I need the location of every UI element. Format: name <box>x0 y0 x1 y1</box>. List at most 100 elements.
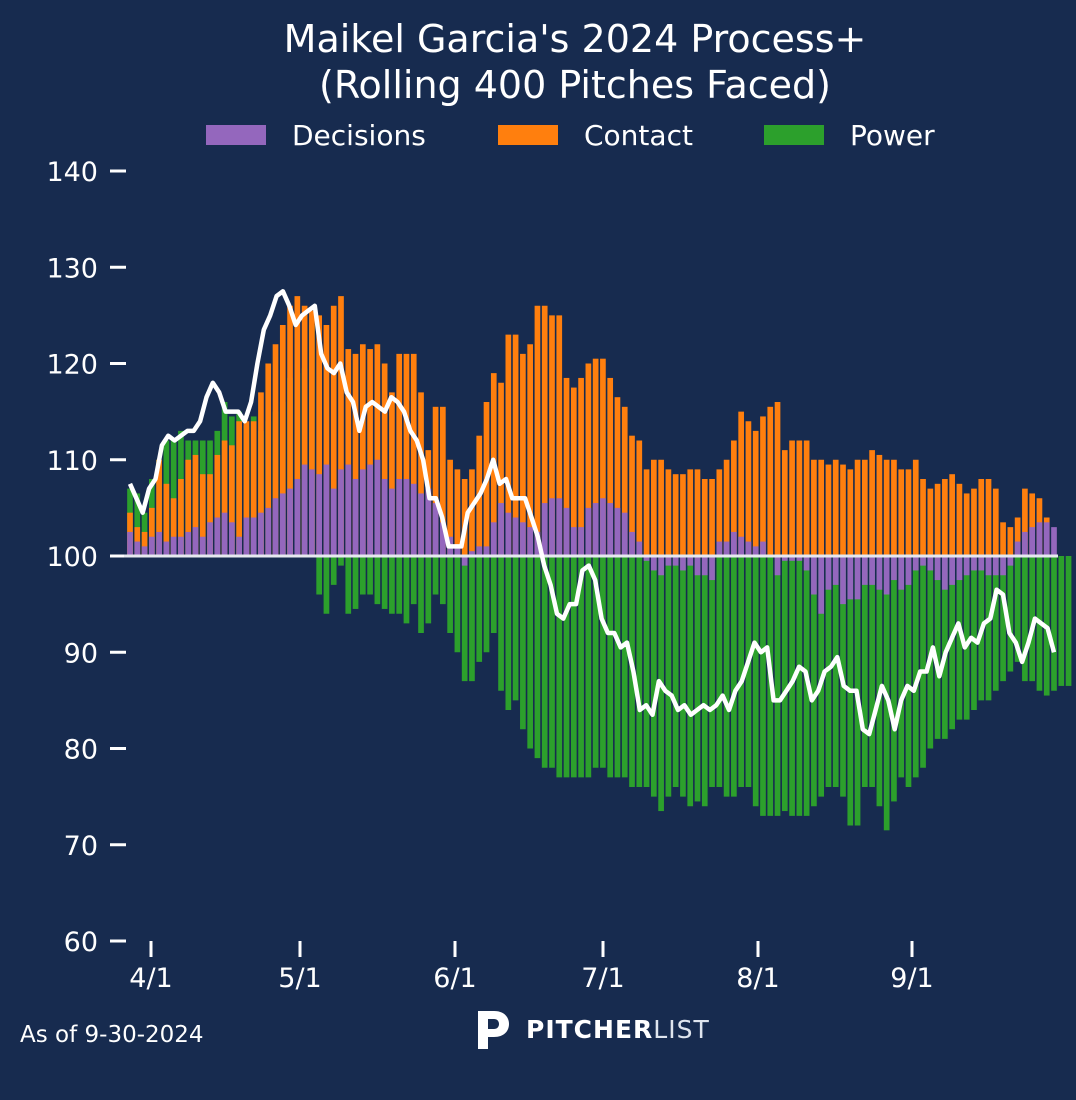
bar-contact <box>163 483 170 556</box>
x-tick-label: 9/1 <box>890 963 933 994</box>
bar-decisions <box>840 556 846 605</box>
bar-decisions <box>381 479 388 556</box>
bar-power <box>389 556 395 614</box>
pitcherlist-logo-text: PITCHERLIST <box>526 1015 710 1044</box>
chart-title-line2: (Rolling 400 Pitches Faced) <box>319 63 831 107</box>
bar-power <box>876 556 883 807</box>
bar-decisions <box>229 522 235 556</box>
bar-power <box>643 556 650 787</box>
bar-decisions <box>774 556 781 576</box>
bar-contact <box>694 469 701 556</box>
bar-decisions <box>876 556 883 590</box>
bar-decisions <box>505 512 512 556</box>
bar-power <box>665 556 672 797</box>
bar-decisions <box>818 556 825 614</box>
bar-decisions <box>425 488 432 556</box>
bar-contact <box>258 392 264 556</box>
bar-decisions <box>1000 556 1006 576</box>
bar-contact <box>687 469 694 556</box>
bar-decisions <box>738 536 744 556</box>
bar-decisions <box>352 479 359 556</box>
bar-contact <box>774 402 781 556</box>
bar-power <box>483 556 490 653</box>
bar-power <box>440 556 446 605</box>
bar-decisions <box>541 503 548 556</box>
bar-decisions <box>752 546 759 556</box>
bar-decisions <box>701 556 708 576</box>
bar-decisions <box>847 556 854 600</box>
bar-contact <box>643 469 650 556</box>
bar-contact <box>570 387 577 556</box>
legend-swatch-contact <box>498 125 558 145</box>
bar-power <box>680 556 686 797</box>
bar-contact <box>221 440 228 556</box>
bar-contact <box>185 459 192 556</box>
bar-contact <box>396 353 403 556</box>
bar-decisions <box>294 479 301 556</box>
y-tick-label: 90 <box>64 638 98 669</box>
bar-contact <box>600 358 606 556</box>
bar-contact <box>170 498 177 556</box>
bar-power <box>432 556 439 595</box>
bar-power <box>1007 556 1014 672</box>
y-tick-label: 100 <box>46 542 98 573</box>
bar-series-decisions <box>127 459 1057 614</box>
bar-decisions <box>323 464 330 556</box>
bar-decisions <box>403 479 410 556</box>
bar-decisions <box>512 517 519 556</box>
bar-contact <box>701 479 708 556</box>
bar-decisions <box>1036 522 1043 556</box>
bar-decisions <box>854 556 861 600</box>
y-tick-label: 60 <box>64 927 98 958</box>
bar-contact <box>563 377 570 556</box>
bar-decisions <box>956 556 963 581</box>
bar-power <box>534 556 541 759</box>
y-tick-label: 80 <box>64 735 98 766</box>
bar-decisions <box>934 556 941 581</box>
bar-power <box>134 493 141 556</box>
bar-power <box>476 556 483 662</box>
bar-decisions <box>636 541 643 556</box>
bar-decisions <box>861 556 868 585</box>
bar-contact <box>869 450 875 556</box>
bar-contact <box>629 435 635 556</box>
bar-power <box>403 556 410 624</box>
bar-decisions <box>258 512 264 556</box>
bar-contact <box>651 459 657 556</box>
bar-contact <box>381 363 388 556</box>
bar-power <box>956 556 963 720</box>
legend-label-decisions: Decisions <box>292 118 426 152</box>
bar-contact <box>520 353 526 556</box>
bar-contact <box>905 469 912 556</box>
bar-decisions <box>789 556 795 561</box>
bar-contact <box>883 459 890 556</box>
bar-power <box>745 556 752 787</box>
bar-contact <box>229 445 235 556</box>
x-tick-label: 8/1 <box>736 963 779 994</box>
bar-contact <box>498 382 504 556</box>
bar-power <box>1051 556 1057 691</box>
bar-contact <box>760 416 766 556</box>
bar-contact <box>665 469 672 556</box>
bar-power <box>381 556 388 609</box>
bar-decisions <box>418 493 424 556</box>
bar-contact <box>854 459 861 556</box>
bar-contact <box>389 392 395 556</box>
bar-power <box>905 556 912 787</box>
bar-power <box>345 556 352 614</box>
bar-contact <box>738 411 744 556</box>
bar-contact <box>534 305 541 556</box>
bar-contact <box>963 493 970 556</box>
bar-contact <box>192 454 199 556</box>
bar-decisions <box>643 556 650 561</box>
bar-power <box>898 556 905 778</box>
bar-power <box>971 556 977 710</box>
bar-decisions <box>585 507 592 556</box>
bar-contact <box>1014 517 1021 556</box>
bar-decisions <box>461 556 468 566</box>
bar-power <box>891 556 897 802</box>
bar-power <box>985 556 992 701</box>
bar-contact <box>840 464 846 556</box>
bar-decisions <box>1022 531 1028 556</box>
bar-decisions <box>549 498 555 556</box>
